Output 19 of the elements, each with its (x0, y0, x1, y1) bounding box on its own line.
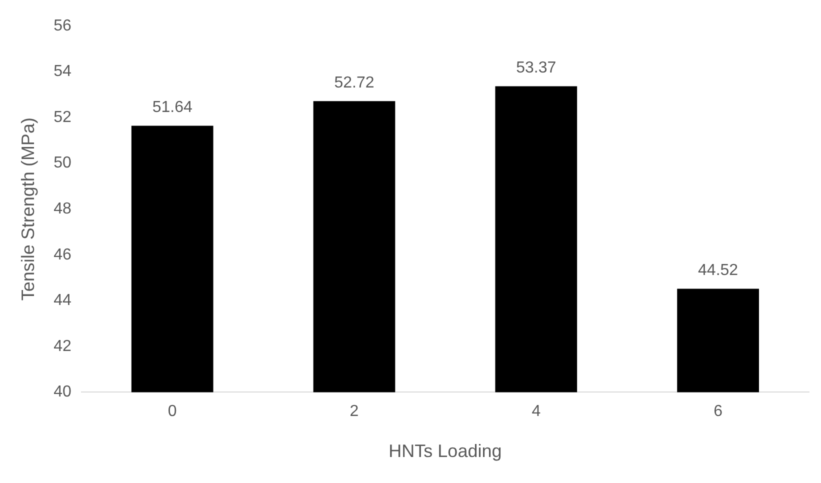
x-tick-label: 6 (714, 403, 723, 420)
data-label: 52.72 (334, 74, 374, 92)
y-tick-label: 40 (54, 384, 72, 401)
y-tick-label: 44 (54, 292, 72, 310)
y-tick-label: 50 (54, 154, 72, 172)
y-tick-label: 48 (54, 200, 72, 218)
data-label: 51.64 (152, 99, 192, 116)
x-axis-title: HNTs Loading (388, 441, 502, 462)
y-tick-label: 52 (54, 108, 72, 126)
x-tick-label: 0 (168, 403, 177, 420)
x-tick-label: 4 (532, 403, 541, 420)
data-label: 53.37 (516, 60, 556, 77)
y-tick-label: 42 (54, 338, 72, 355)
x-tick-label: 2 (350, 403, 359, 420)
y-axis-title: Tensile Strength (MPa) (18, 118, 38, 301)
data-label: 44.52 (698, 262, 738, 280)
y-tick-label: 46 (54, 246, 72, 264)
y-tick-label: 56 (54, 17, 72, 34)
y-tick-label: 54 (54, 63, 72, 80)
